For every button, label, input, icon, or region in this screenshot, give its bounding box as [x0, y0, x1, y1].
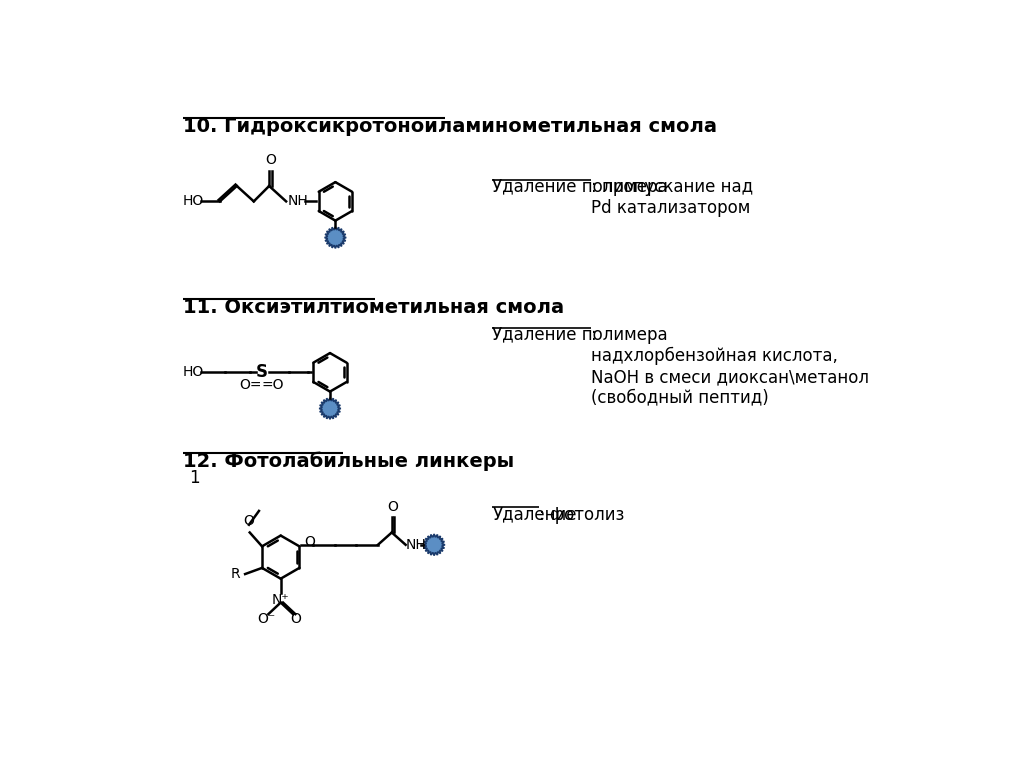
- Text: NH: NH: [288, 194, 308, 209]
- Text: O=: O=: [240, 377, 262, 392]
- Text: Удаление: Удаление: [493, 505, 577, 524]
- Polygon shape: [423, 534, 444, 555]
- Text: O: O: [265, 153, 275, 167]
- Text: Удаление полимера: Удаление полимера: [493, 326, 668, 344]
- Text: O: O: [304, 535, 314, 548]
- Text: =O: =O: [262, 377, 285, 392]
- Text: 10. Гидроксикротоноиламинометильная смола: 10. Гидроксикротоноиламинометильная смол…: [183, 117, 717, 136]
- Text: : фотолиз: : фотолиз: [539, 505, 624, 524]
- Text: HO: HO: [183, 194, 204, 209]
- Text: O⁻: O⁻: [258, 612, 276, 626]
- Text: S: S: [256, 364, 268, 381]
- Text: O: O: [244, 514, 254, 528]
- Polygon shape: [319, 398, 341, 420]
- Text: NH: NH: [406, 538, 426, 551]
- Text: :
надхлорбензойная кислота,
NaOH в смеси диоксан\метанол
(свободный пептид): : надхлорбензойная кислота, NaOH в смеси…: [591, 326, 868, 407]
- Polygon shape: [325, 227, 346, 249]
- Text: 1: 1: [189, 469, 200, 486]
- Text: : пропускание над
Pd катализатором: : пропускание над Pd катализатором: [591, 178, 753, 217]
- Text: O: O: [291, 612, 301, 626]
- Text: Удаление полимера: Удаление полимера: [493, 178, 668, 196]
- Text: 11. Оксиэтилтиометильная смола: 11. Оксиэтилтиометильная смола: [183, 298, 564, 317]
- Text: 12. Фотолабильные линкеры: 12. Фотолабильные линкеры: [183, 452, 514, 471]
- Text: R: R: [230, 567, 241, 581]
- Text: O: O: [387, 500, 398, 514]
- Text: HO: HO: [183, 365, 204, 380]
- Text: N⁺: N⁺: [272, 593, 290, 607]
